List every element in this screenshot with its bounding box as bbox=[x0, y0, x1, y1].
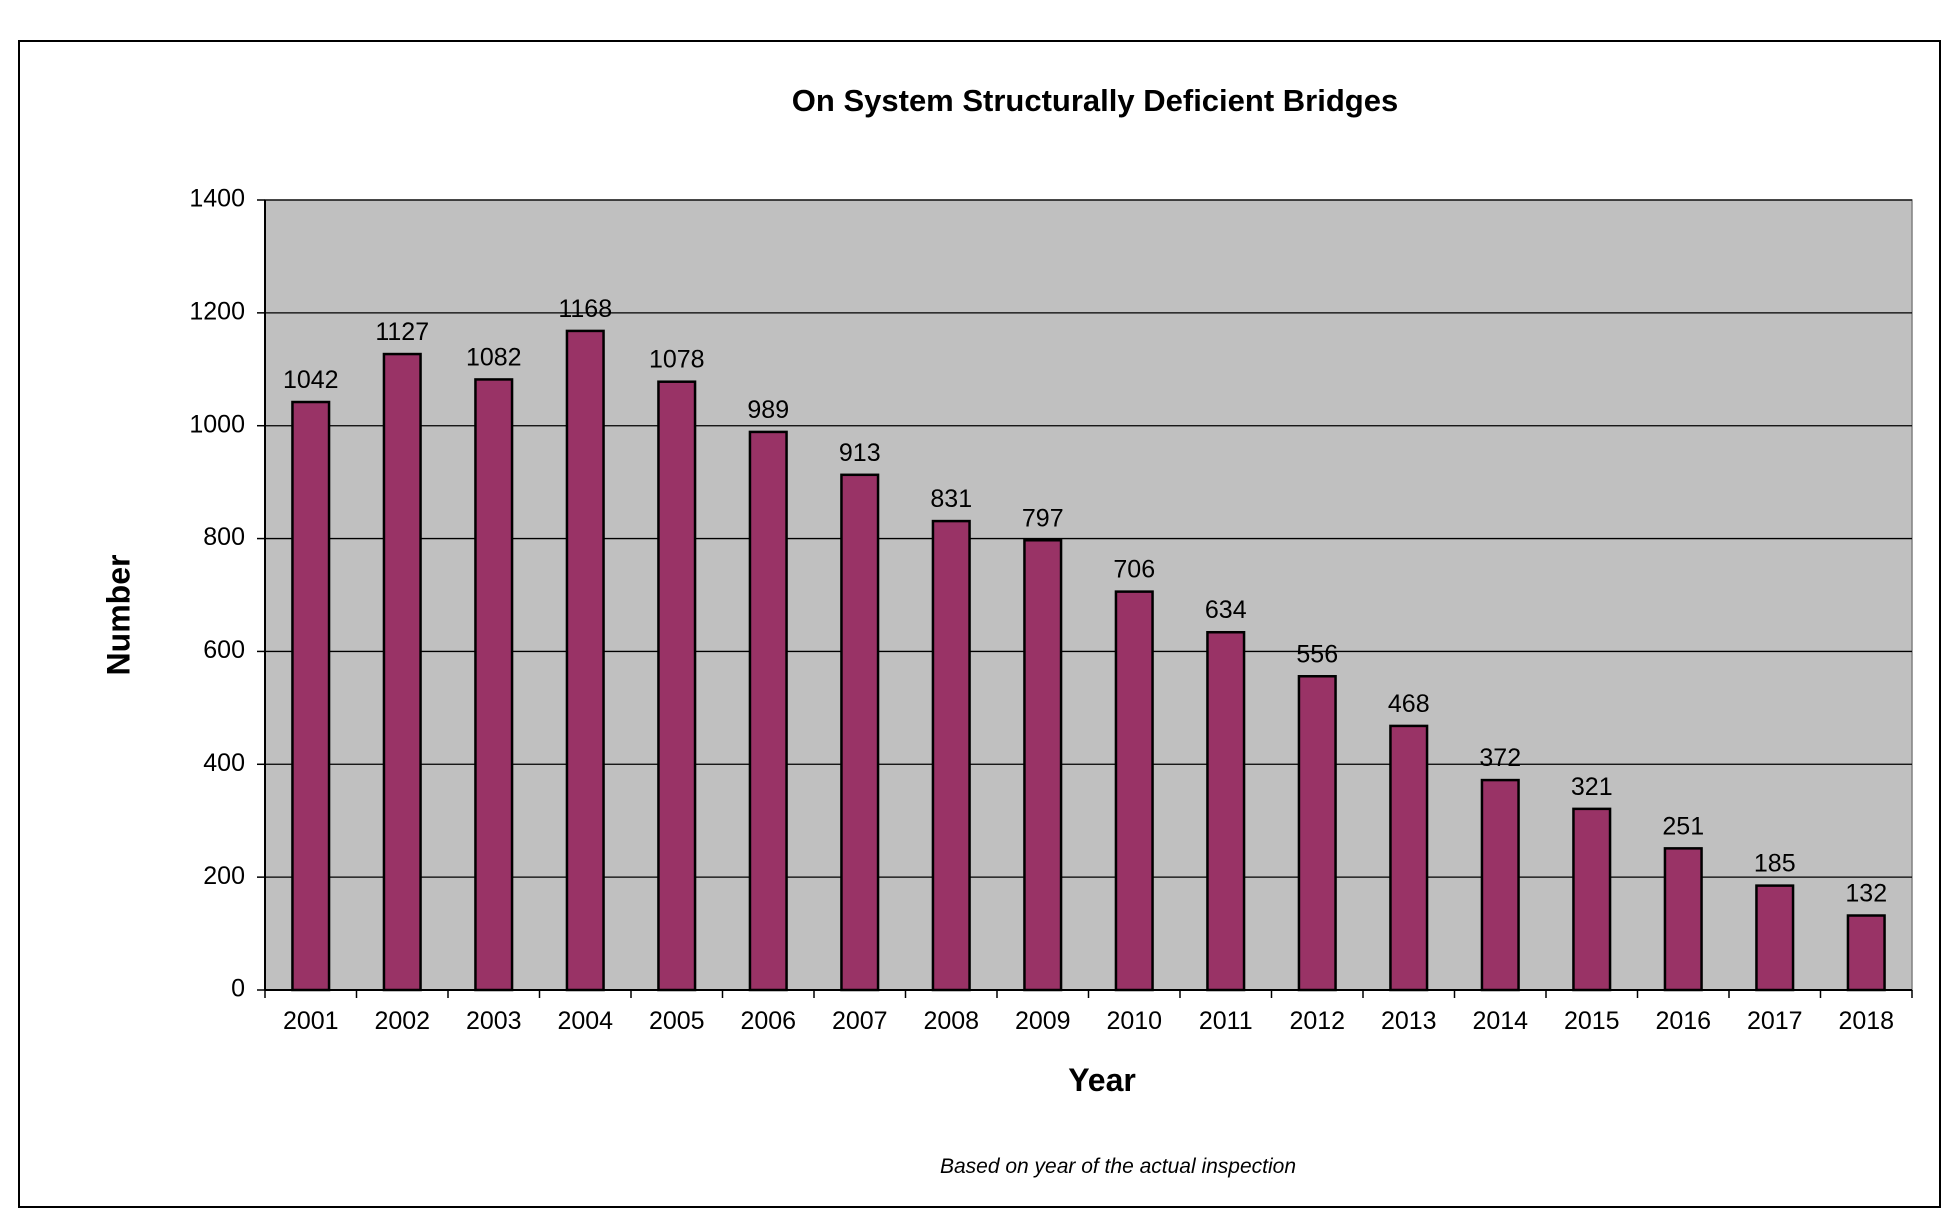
data-label-2014: 372 bbox=[1479, 744, 1521, 772]
chart-svg: On System Structurally Deficient Bridges… bbox=[100, 83, 1913, 1178]
x-tick-label-2011: 2011 bbox=[1199, 1007, 1253, 1035]
x-tick-label-2004: 2004 bbox=[557, 1007, 613, 1035]
bar-2013 bbox=[1389, 724, 1429, 992]
x-tick-label-2005: 2005 bbox=[649, 1007, 705, 1035]
x-tick-label-2002: 2002 bbox=[374, 1007, 430, 1035]
bar-2010 bbox=[1114, 590, 1154, 992]
y-axis-label: Number bbox=[100, 555, 136, 676]
y-tick-label-1400: 1400 bbox=[189, 185, 245, 213]
bar-2006 bbox=[748, 430, 788, 992]
data-label-2015: 321 bbox=[1571, 773, 1613, 801]
chart-frame: On System Structurally Deficient Bridges… bbox=[18, 40, 1941, 1208]
bar-2008 bbox=[931, 519, 971, 992]
x-tick-label-2012: 2012 bbox=[1289, 1007, 1345, 1035]
bar-2007 bbox=[840, 473, 880, 992]
x-tick-label-2014: 2014 bbox=[1472, 1007, 1528, 1035]
y-tick-label-1200: 1200 bbox=[189, 297, 245, 325]
y-tick-label-400: 400 bbox=[203, 749, 245, 777]
bar-2016 bbox=[1663, 847, 1703, 992]
data-label-2006: 989 bbox=[747, 396, 789, 424]
y-tick-label-600: 600 bbox=[203, 636, 245, 664]
x-tick-label-2006: 2006 bbox=[740, 1007, 796, 1035]
x-tick-label-2017: 2017 bbox=[1747, 1007, 1803, 1035]
bar-2004 bbox=[565, 329, 605, 992]
x-tick-label-2015: 2015 bbox=[1564, 1007, 1620, 1035]
chart-title: On System Structurally Deficient Bridges bbox=[792, 83, 1398, 118]
data-label-2003: 1082 bbox=[466, 343, 522, 371]
data-label-2016: 251 bbox=[1662, 812, 1704, 840]
bar-2014 bbox=[1480, 778, 1520, 992]
x-tick-label-2008: 2008 bbox=[923, 1007, 979, 1035]
bar-2011 bbox=[1206, 630, 1246, 992]
data-label-2011: 634 bbox=[1205, 596, 1247, 624]
bar-2015 bbox=[1572, 807, 1612, 992]
y-tick-label-1000: 1000 bbox=[189, 410, 245, 438]
x-axis-label: Year bbox=[1068, 1062, 1136, 1098]
data-label-2001: 1042 bbox=[283, 366, 339, 394]
plot-area: 0 200 400 600 800 1000 1200 1400 1042 2001 1127 200… bbox=[189, 185, 1913, 1035]
x-tick-label-2016: 2016 bbox=[1655, 1007, 1711, 1035]
bar-2018 bbox=[1846, 914, 1886, 992]
data-label-2009: 797 bbox=[1022, 504, 1064, 532]
x-tick-label-2003: 2003 bbox=[466, 1007, 522, 1035]
x-tick-label-2010: 2010 bbox=[1106, 1007, 1162, 1035]
data-label-2012: 556 bbox=[1296, 640, 1338, 668]
data-label-2005: 1078 bbox=[649, 346, 705, 374]
plot-background bbox=[264, 199, 1913, 991]
bar-2003 bbox=[474, 378, 514, 992]
chart-footnote: Based on year of the actual inspection bbox=[940, 1155, 1296, 1178]
data-label-2002: 1127 bbox=[375, 318, 429, 346]
bar-2002 bbox=[382, 352, 422, 992]
data-label-2017: 185 bbox=[1754, 850, 1796, 878]
data-label-2018: 132 bbox=[1845, 880, 1887, 908]
y-tick-label-200: 200 bbox=[203, 862, 245, 890]
bar-2009 bbox=[1023, 539, 1063, 992]
x-tick-label-2001: 2001 bbox=[283, 1007, 339, 1035]
x-tick-label-2007: 2007 bbox=[832, 1007, 888, 1035]
bar-2001 bbox=[291, 400, 331, 992]
data-label-2007: 913 bbox=[839, 439, 881, 467]
bar-2017 bbox=[1755, 884, 1795, 992]
data-label-2008: 831 bbox=[930, 485, 972, 513]
x-tick-label-2013: 2013 bbox=[1381, 1007, 1437, 1035]
data-label-2004: 1168 bbox=[558, 295, 612, 323]
data-label-2013: 468 bbox=[1388, 690, 1430, 718]
y-tick-label-0: 0 bbox=[231, 975, 245, 1003]
x-tick-label-2018: 2018 bbox=[1838, 1007, 1894, 1035]
data-label-2010: 706 bbox=[1113, 556, 1155, 584]
bar-2005 bbox=[657, 380, 697, 992]
bar-2012 bbox=[1297, 675, 1337, 992]
x-tick-label-2009: 2009 bbox=[1015, 1007, 1071, 1035]
y-tick-label-800: 800 bbox=[203, 523, 245, 551]
